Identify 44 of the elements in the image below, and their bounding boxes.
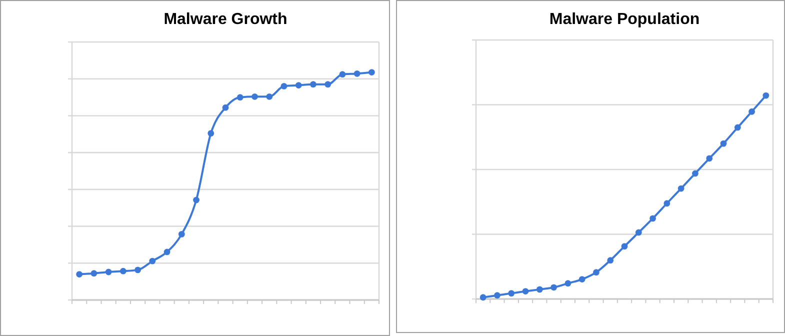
point [607,257,614,264]
point [748,108,755,115]
point [734,124,741,131]
point [178,230,185,238]
point [134,266,141,274]
point [280,82,288,90]
point [310,81,316,88]
point [105,268,112,276]
point [536,286,543,293]
point [236,94,244,101]
point [208,130,214,137]
point [368,69,375,76]
point [339,71,346,78]
point [564,280,572,287]
point [635,229,642,236]
point [578,276,586,282]
point [621,243,628,250]
chart-title: Malware Growth [164,11,288,28]
point [354,70,360,77]
point [149,258,156,264]
point [295,82,302,88]
point [593,269,600,276]
point [120,268,126,274]
point [252,93,258,100]
point [550,284,557,291]
point [678,185,684,192]
point [720,140,727,147]
point [664,200,670,207]
point [266,93,273,100]
point [193,196,200,204]
point [76,271,83,278]
point [522,288,529,294]
chart-title: Malware Population [549,11,700,28]
point [508,290,515,297]
point [706,155,713,162]
point [494,292,500,299]
point [762,92,770,99]
point [692,170,698,177]
point [480,294,486,301]
point [222,104,229,111]
point [90,270,98,277]
point [164,248,170,256]
point [650,215,656,222]
point [324,81,332,88]
